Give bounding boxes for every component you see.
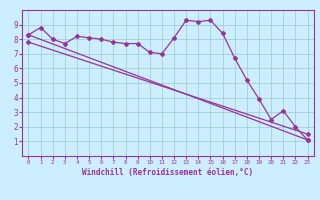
X-axis label: Windchill (Refroidissement éolien,°C): Windchill (Refroidissement éolien,°C) <box>83 168 253 177</box>
